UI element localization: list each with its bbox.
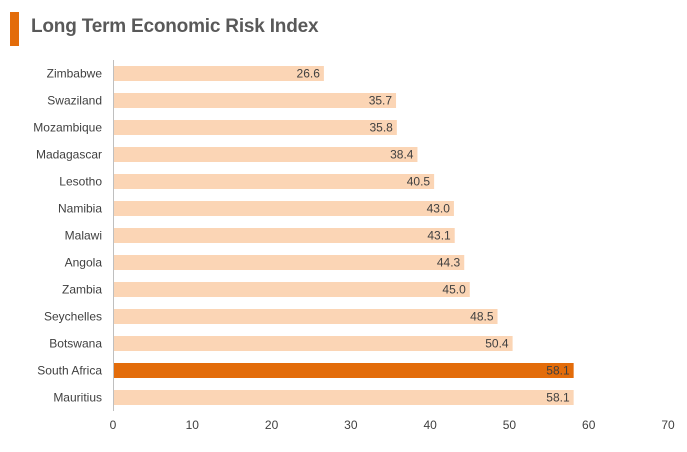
category-label: Zimbabwe [47,67,103,81]
bar-botswana [114,336,513,351]
value-label: 40.5 [407,175,431,189]
x-tick-label: 40 [423,418,437,432]
title-accent-bar [10,12,19,46]
category-label: Madagascar [36,148,102,162]
bar-swaziland [114,93,397,108]
category-label: Botswana [49,337,102,351]
x-tick-label: 10 [186,418,200,432]
category-label: Zambia [62,283,102,297]
category-label: Lesotho [59,175,102,189]
x-tick-label: 0 [110,418,117,432]
x-tick-label: 60 [582,418,596,432]
value-label: 38.4 [390,148,414,162]
bar-south-africa [114,363,574,378]
category-label: Angola [65,256,103,270]
x-tick-label: 70 [661,418,675,432]
category-label: Swaziland [47,94,102,108]
value-label: 58.1 [546,364,570,378]
value-label: 35.8 [369,121,393,135]
value-label: 48.5 [470,310,494,324]
value-label: 50.4 [485,337,509,351]
bar-malawi [114,228,455,243]
x-tick-label: 50 [503,418,517,432]
value-label: 43.0 [427,202,451,216]
category-label: South Africa [37,364,102,378]
bar-angola [114,255,465,270]
x-tick-label: 30 [344,418,358,432]
bar-zimbabwe [114,66,324,81]
category-label: Mauritius [53,391,102,405]
bar-madagascar [114,147,418,162]
value-label: 43.1 [427,229,451,243]
bar-zambia [114,282,470,297]
value-label: 45.0 [442,283,466,297]
value-label: 26.6 [297,67,321,81]
bar-seychelles [114,309,498,324]
category-label: Namibia [58,202,102,216]
category-label: Mozambique [33,121,102,135]
bar-lesotho [114,174,435,189]
bar-namibia [114,201,454,216]
category-label: Malawi [65,229,102,243]
x-tick-label: 20 [265,418,279,432]
chart-title: Long Term Economic Risk Index [31,16,319,37]
value-label: 35.7 [369,94,393,108]
category-label: Seychelles [44,310,102,324]
bar-mozambique [114,120,397,135]
value-label: 44.3 [437,256,461,270]
value-label: 58.1 [546,391,570,405]
bar-mauritius [114,390,574,405]
